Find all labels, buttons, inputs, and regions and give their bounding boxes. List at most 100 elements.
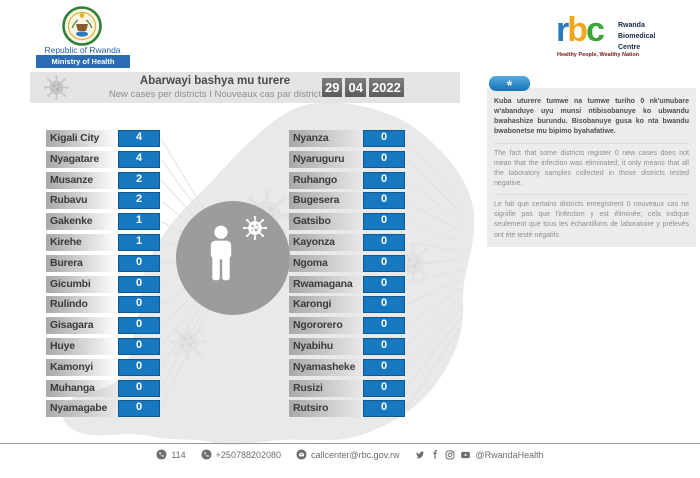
district-case-count: 0 xyxy=(118,296,160,314)
date-badge: 29 04 2022 xyxy=(322,78,404,97)
instagram-icon[interactable] xyxy=(445,450,455,460)
district-name: Rubavu xyxy=(46,192,118,210)
district-case-count: 0 xyxy=(363,254,405,272)
district-row: Nyaruguru 0 xyxy=(289,150,405,168)
district-name: Bugesera xyxy=(289,192,363,210)
district-case-count: 0 xyxy=(363,317,405,335)
hotline-number: 114 xyxy=(171,449,186,460)
district-row: Karongi 0 xyxy=(289,296,405,314)
district-row: Gicumbi 0 xyxy=(46,275,160,293)
hotline-contact[interactable]: 114 xyxy=(156,449,186,460)
phone-number: +250788202080 xyxy=(215,449,281,460)
district-case-count: 0 xyxy=(363,213,405,231)
district-case-count: 2 xyxy=(118,171,160,189)
district-case-count: 0 xyxy=(118,337,160,355)
email-contact[interactable]: callcenter@rbc.gov.rw xyxy=(296,449,400,460)
district-case-count: 0 xyxy=(118,400,160,418)
phone-contact[interactable]: +250788202080 xyxy=(201,449,281,460)
district-row: Nyamasheke 0 xyxy=(289,358,405,376)
note-english: The fact that some districts register 0 … xyxy=(494,149,689,196)
district-name: Kayonza xyxy=(289,233,363,251)
district-column-right: Nyanza 0 Nyaruguru 0 Ruhango 0 Bugesera 0 Ga… xyxy=(289,130,405,418)
phone-icon xyxy=(201,449,212,460)
district-name: Nyanza xyxy=(289,130,363,147)
district-case-count: 0 xyxy=(363,296,405,314)
district-name: Karongi xyxy=(289,296,363,314)
district-case-count: 4 xyxy=(118,130,160,147)
district-case-count: 0 xyxy=(363,275,405,293)
district-row: Bugesera 0 xyxy=(289,192,405,210)
district-case-count: 0 xyxy=(363,358,405,376)
district-name: Rwamagana xyxy=(289,275,363,293)
rbc-tagline: Healthy People, Wealthy Nation xyxy=(557,52,640,58)
district-case-count: 0 xyxy=(118,379,160,397)
district-name: Nyagatare xyxy=(46,150,118,168)
district-name: Musanze xyxy=(46,171,118,189)
district-name: Nyaruguru xyxy=(289,150,363,168)
district-name: Ngororero xyxy=(289,317,363,335)
district-case-count: 0 xyxy=(363,150,405,168)
phone-icon xyxy=(156,449,167,460)
district-row: Kirehe 1 xyxy=(46,233,160,251)
district-row: Ngoma 0 xyxy=(289,254,405,272)
district-column-left: Kigali City 4 Nyagatare 4 Musanze 2 Rubavu 2… xyxy=(46,130,160,418)
district-case-count: 0 xyxy=(118,275,160,293)
district-name: Nyamagabe xyxy=(46,400,118,418)
email-icon xyxy=(296,449,307,460)
district-case-count: 0 xyxy=(118,317,160,335)
district-case-count: 0 xyxy=(363,192,405,210)
district-name: Ruhango xyxy=(289,171,363,189)
district-name: Muhanga xyxy=(46,379,118,397)
district-name: Gicumbi xyxy=(46,275,118,293)
note-kinyarwanda: Kuba uturere tumwe na tumwe turiho 0 nk'… xyxy=(494,97,689,144)
district-row: Ngororero 0 xyxy=(289,317,405,335)
district-case-count: 0 xyxy=(118,358,160,376)
email-address: callcenter@rbc.gov.rw xyxy=(311,449,400,460)
page-title: Abarwayi bashya mu turere xyxy=(139,75,291,87)
district-case-count: 1 xyxy=(118,213,160,231)
district-row: Nyanza 0 xyxy=(289,130,405,147)
republic-of-rwanda-label: Republic of Rwanda xyxy=(44,45,121,55)
district-name: Gatsibo xyxy=(289,213,363,231)
district-case-count: 0 xyxy=(363,379,405,397)
social-handle[interactable]: @RwandaHealth xyxy=(475,449,544,460)
district-name: Rutsiro xyxy=(289,400,363,418)
district-row: Kigali City 4 xyxy=(46,130,160,147)
district-row: Rulindo 0 xyxy=(46,296,160,314)
twitter-icon[interactable] xyxy=(415,450,425,460)
page-subtitle: New cases per districts I Nouveaux cas p… xyxy=(108,89,322,100)
district-name: Kigali City xyxy=(46,130,118,147)
district-row: Nyabihu 0 xyxy=(289,337,405,355)
district-row: Nyamagabe 0 xyxy=(46,400,160,418)
district-row: Burera 0 xyxy=(46,254,160,272)
rbc-letters: rbc xyxy=(556,11,605,49)
district-name: Kamonyi xyxy=(46,358,118,376)
district-row: Musanze 2 xyxy=(46,171,160,189)
rbc-logo: rbc Rwanda Biomedical Centre Healthy Peo… xyxy=(556,11,686,58)
district-name: Rulindo xyxy=(46,296,118,314)
note-box: Kuba uturere tumwe na tumwe turiho 0 nk'… xyxy=(487,88,696,247)
district-row: Gisagara 0 xyxy=(46,317,160,335)
badge-circle xyxy=(176,201,290,315)
district-row: Kayonza 0 xyxy=(289,233,405,251)
district-case-count: 2 xyxy=(118,192,160,210)
district-name: Nyabihu xyxy=(289,337,363,355)
district-name: Huye xyxy=(46,337,118,355)
district-name: Nyamasheke xyxy=(289,358,363,376)
district-name: Gakenke xyxy=(46,213,118,231)
district-row: Huye 0 xyxy=(46,337,160,355)
date-day: 29 xyxy=(322,78,343,97)
virus-watermark xyxy=(168,322,208,362)
date-month: 04 xyxy=(345,78,366,97)
facebook-icon[interactable] xyxy=(430,449,440,460)
title-bar: Abarwayi bashya mu turere New cases per … xyxy=(30,72,460,103)
district-row: Ruhango 0 xyxy=(289,171,405,189)
youtube-icon[interactable] xyxy=(460,450,471,460)
district-row: Gakenke 1 xyxy=(46,213,160,231)
virus-icon xyxy=(242,215,268,241)
rwanda-coat-of-arms xyxy=(62,6,102,46)
social-links: @RwandaHealth xyxy=(415,449,544,460)
district-name: Gisagara xyxy=(46,317,118,335)
district-name: Rusizi xyxy=(289,379,363,397)
